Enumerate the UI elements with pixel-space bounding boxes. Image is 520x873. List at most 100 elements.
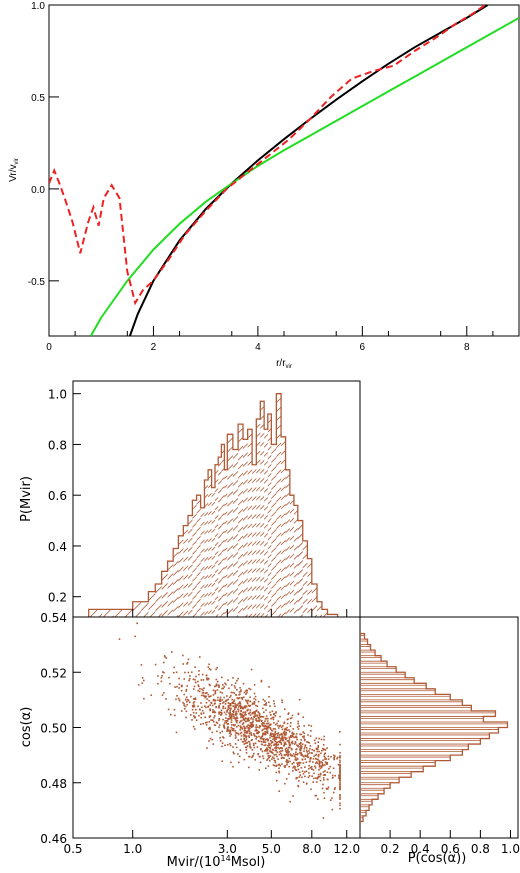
scatter-point xyxy=(319,765,321,767)
scatter-point xyxy=(223,725,225,728)
cos-histogram-bar xyxy=(360,751,463,756)
scatter-point xyxy=(285,749,287,752)
hatch-line xyxy=(245,614,248,617)
scatter-point xyxy=(277,724,279,727)
hatch-line xyxy=(276,541,282,548)
velocity-x-tick-label: 4 xyxy=(255,342,261,353)
scatter-point xyxy=(314,765,316,767)
scatter-point xyxy=(205,674,208,677)
scatter-point xyxy=(306,751,308,753)
scatter-point xyxy=(257,740,260,742)
hatch-line xyxy=(224,601,228,606)
scatter-point xyxy=(299,746,302,749)
scatter-point xyxy=(267,725,270,728)
scatter-point xyxy=(295,777,298,779)
hatch-line xyxy=(196,562,201,568)
hatch-line xyxy=(232,524,239,532)
scatter-point xyxy=(280,747,282,749)
hatch-line xyxy=(224,493,228,498)
scatter-point xyxy=(248,730,251,733)
scatter-point xyxy=(322,744,325,746)
scatter-point xyxy=(334,755,336,757)
scatter-point xyxy=(296,776,299,779)
scatter-point xyxy=(311,748,314,751)
scatter-point xyxy=(234,743,237,745)
scatter-x-tick-label: 1.0 xyxy=(123,842,142,856)
scatter-point xyxy=(143,679,145,682)
scatter-point xyxy=(229,696,231,699)
hatch-line xyxy=(247,496,253,502)
scatter-point xyxy=(210,695,212,697)
hatch-line xyxy=(192,513,197,519)
scatter-point xyxy=(265,704,267,706)
velocity-x-tick-label: 2 xyxy=(151,342,157,353)
scatter-point xyxy=(302,772,305,775)
scatter-point xyxy=(276,779,278,782)
scatter-point xyxy=(327,758,330,760)
scatter-point xyxy=(216,689,219,691)
scatter-x-tick-label: 12.0 xyxy=(333,842,360,856)
scatter-point xyxy=(186,703,188,706)
scatter-points xyxy=(118,622,341,819)
scatter-point xyxy=(284,708,286,710)
hatch-line xyxy=(183,610,188,617)
hatch-line xyxy=(183,556,188,563)
scatter-point xyxy=(317,746,319,749)
hatch-line xyxy=(187,573,193,580)
scatter-point xyxy=(192,688,195,690)
mass-histogram-panel: 0.20.40.60.81.0 P(Mvir) xyxy=(19,380,361,618)
scatter-point xyxy=(264,741,266,744)
cos-histogram-bar xyxy=(360,706,472,712)
scatter-point xyxy=(264,720,266,722)
scatter-point xyxy=(251,749,254,751)
hatch-line xyxy=(256,576,261,582)
scatter-point xyxy=(194,681,197,684)
scatter-point xyxy=(203,695,205,697)
scatter-point xyxy=(281,749,284,752)
hatch-line xyxy=(293,608,298,614)
cos-histogram-outline xyxy=(360,632,509,823)
scatter-point xyxy=(281,737,283,739)
scatter-point xyxy=(231,715,233,717)
cos-histogram-bar xyxy=(360,640,368,646)
scatter-point xyxy=(272,735,274,738)
scatter-point xyxy=(180,689,183,692)
scatter-point xyxy=(285,760,288,763)
scatter-point xyxy=(237,732,239,735)
hatch-line xyxy=(187,537,193,544)
scatter-point xyxy=(236,679,238,682)
scatter-point xyxy=(316,758,319,761)
scatter-point xyxy=(265,709,267,711)
scatter-point xyxy=(256,729,259,732)
scatter-point xyxy=(218,726,220,729)
hatch-line xyxy=(238,580,244,587)
scatter-point xyxy=(339,779,341,782)
scatter-point xyxy=(254,759,256,761)
hatch-line xyxy=(317,605,322,612)
scatter-point xyxy=(320,761,322,763)
scatter-point xyxy=(234,730,237,732)
scatter-point xyxy=(221,745,223,748)
scatter-point xyxy=(233,715,235,717)
scatter-point xyxy=(229,711,231,714)
scatter-point xyxy=(198,714,200,717)
scatter-point xyxy=(258,740,261,743)
scatter-point xyxy=(201,706,203,709)
scatter-point xyxy=(278,767,280,770)
scatter-point xyxy=(264,733,266,736)
scatter-point xyxy=(294,736,297,738)
hatch-line xyxy=(289,607,294,613)
scatter-point xyxy=(299,745,302,747)
hatch-line xyxy=(218,534,222,539)
scatter-point xyxy=(243,691,246,694)
scatter-point xyxy=(232,702,235,705)
hatch-line xyxy=(285,563,290,570)
scatter-point xyxy=(235,704,237,707)
scatter-point xyxy=(197,685,200,688)
scatter-point xyxy=(292,735,294,738)
scatter-point xyxy=(191,671,193,673)
scatter-point xyxy=(185,716,187,719)
scatter-point xyxy=(283,743,286,745)
scatter-point xyxy=(295,769,298,771)
scatter-point xyxy=(324,756,326,759)
